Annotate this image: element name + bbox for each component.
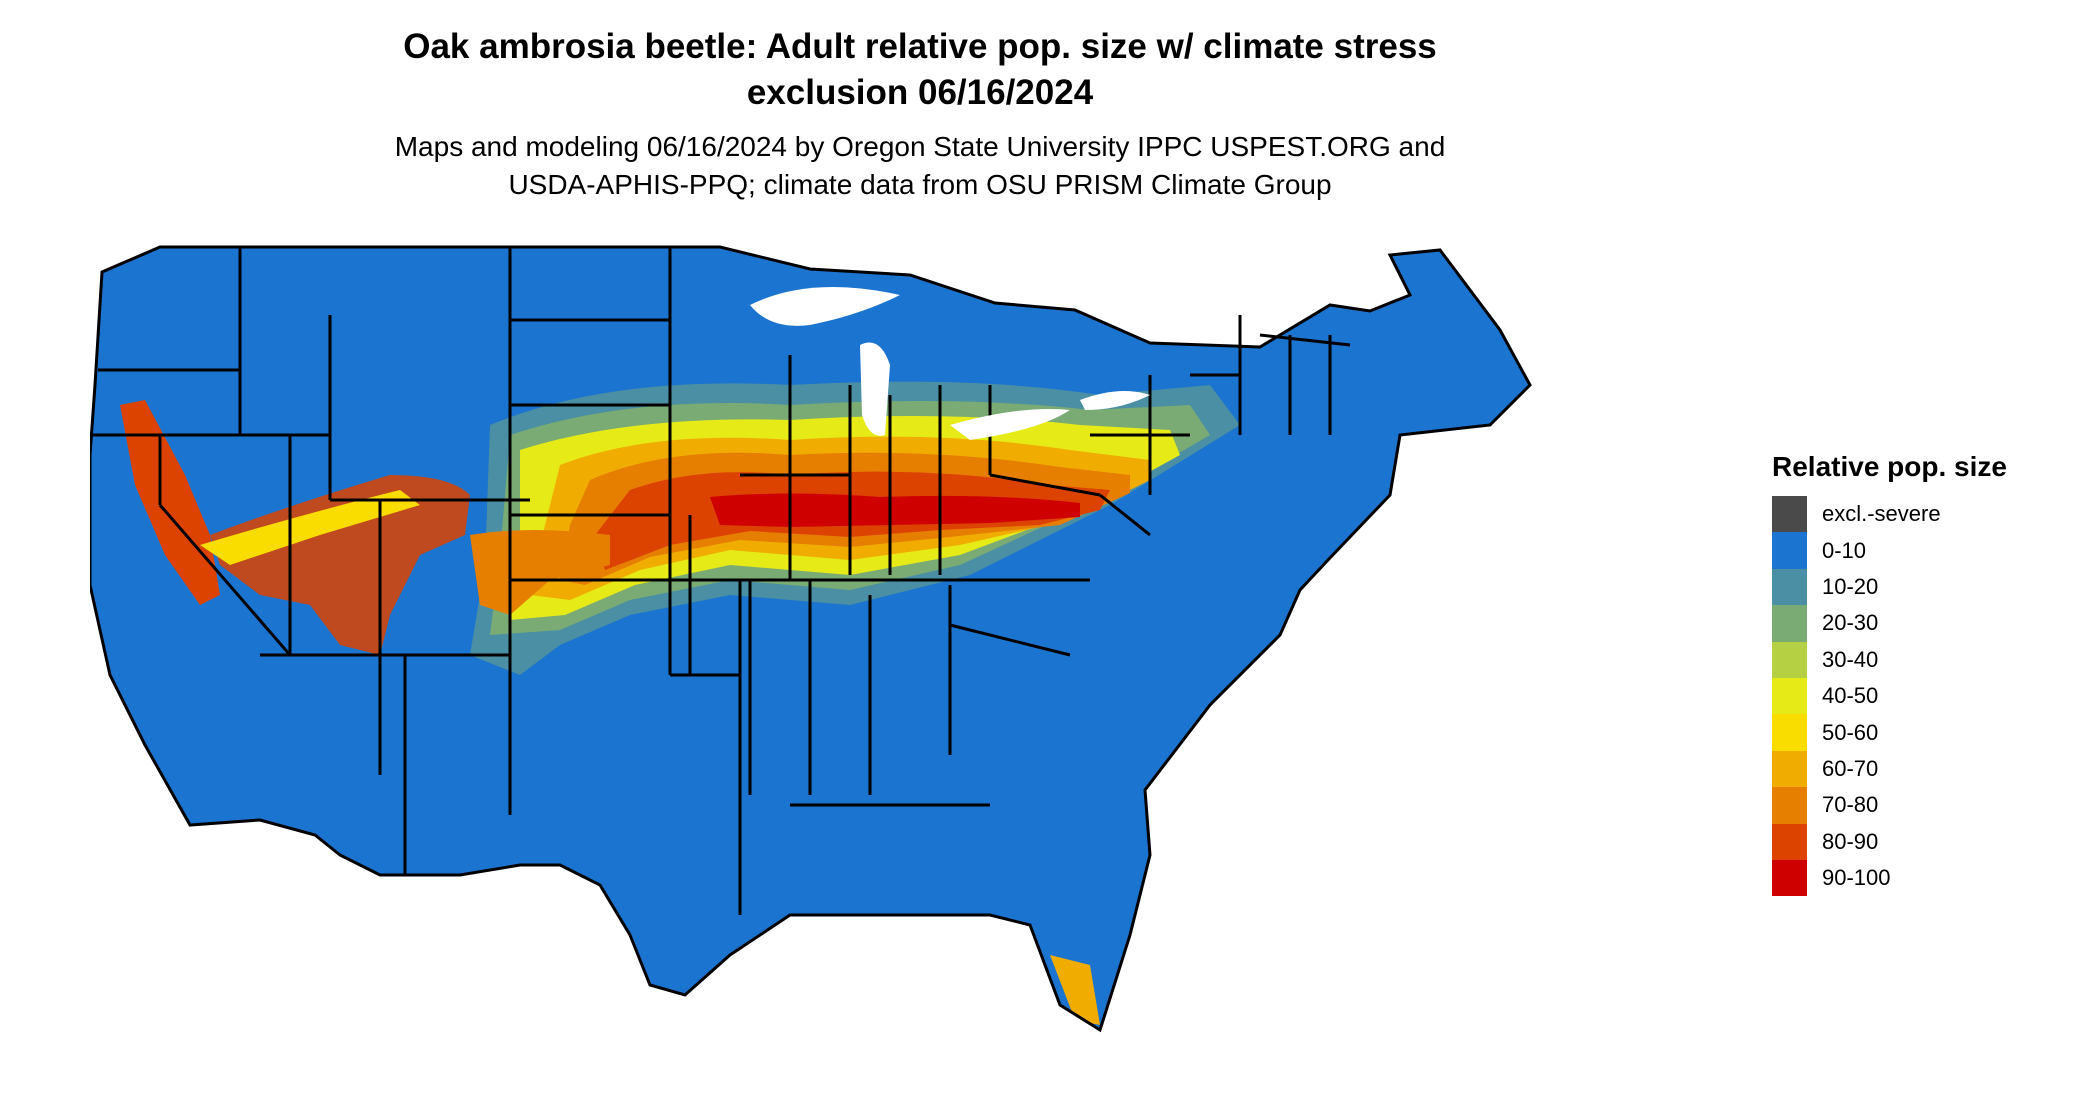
legend-label: 40-50 [1822,683,1879,709]
legend-label: 90-100 [1822,865,1891,891]
legend: Relative pop. size excl.-severe 0-10 10-… [1772,450,2092,897]
west-band-southwest [210,475,470,655]
legend-swatch [1772,568,1807,606]
legend-label: 50-60 [1822,719,1879,745]
legend-swatch [1772,677,1807,715]
legend-item-50-60: 50-60 [1772,714,2092,751]
legend-label: 30-40 [1822,646,1879,672]
legend-title: Relative pop. size [1772,451,2007,482]
florida-tip [1050,955,1100,1025]
us-map [90,245,1532,1033]
legend-item-0-10: 0-10 [1772,532,2092,569]
title-line-1: Oak ambrosia beetle: Adult relative pop.… [403,27,1437,66]
legend-swatch [1772,787,1807,824]
legend-item-20-30: 20-30 [1772,605,2092,642]
legend-item-10-20: 10-20 [1772,568,2092,606]
legend-item-80-90: 80-90 [1772,823,2092,860]
legend-swatch [1772,823,1807,860]
legend-item-70-80: 70-80 [1772,787,2092,824]
band-90-100 [710,493,1080,527]
legend-label: 70-80 [1822,792,1879,818]
legend-swatch [1772,605,1807,642]
legend-swatch [1772,859,1807,897]
texas-band [470,530,610,615]
legend-swatch [1772,714,1807,751]
subtitle-line-1: Maps and modeling 06/16/2024 by Oregon S… [394,131,1446,162]
legend-label: excl.-severe [1822,501,1941,527]
legend-label: 20-30 [1822,610,1879,636]
legend-swatch [1772,532,1807,569]
title-line-2: exclusion 06/16/2024 [746,73,1094,112]
west-band-yellow [200,490,420,565]
legend-label: 10-20 [1822,573,1879,599]
legend-swatch [1772,750,1807,788]
lake-michigan [860,342,890,436]
lake-ontario [1080,391,1150,410]
legend-label: 60-70 [1822,755,1879,781]
legend-item-30-40: 30-40 [1772,641,2092,678]
legend-item-60-70: 60-70 [1772,750,2092,788]
west-band-california [120,400,220,605]
great-lakes [750,287,1150,440]
map-title: Oak ambrosia beetle: Adult relative pop.… [260,24,1580,116]
legend-item-90-100: 90-100 [1772,859,2092,897]
lake-superior [750,287,900,326]
legend-swatch [1772,496,1807,533]
map-subtitle: Maps and modeling 06/16/2024 by Oregon S… [260,128,1580,204]
legend-swatch [1772,641,1807,678]
legend-item-40-50: 40-50 [1772,677,2092,715]
state-boundaries [90,245,1532,1033]
lake-erie [950,409,1070,440]
legend-item-excl-severe: excl.-severe [1772,496,2092,533]
subtitle-line-2: USDA-APHIS-PPQ; climate data from OSU PR… [508,169,1332,200]
legend-label: 0-10 [1822,537,1867,563]
legend-label: 80-90 [1822,828,1879,854]
